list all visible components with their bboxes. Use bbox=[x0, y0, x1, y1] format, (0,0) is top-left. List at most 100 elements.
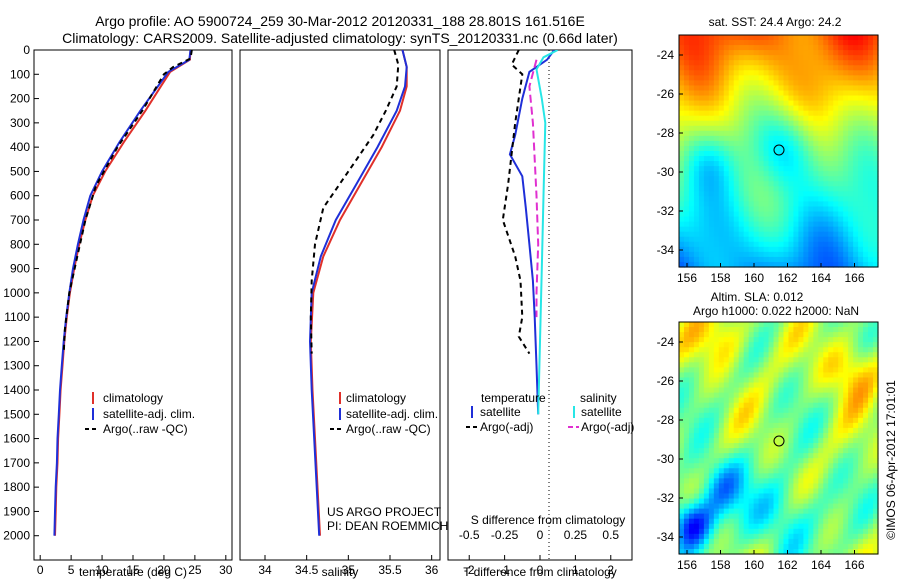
map-cell bbox=[868, 186, 874, 192]
map-cell bbox=[828, 513, 834, 520]
map-cell bbox=[713, 35, 720, 41]
map-cell bbox=[788, 367, 795, 374]
map-cell bbox=[748, 130, 755, 137]
map-cell bbox=[843, 523, 849, 530]
map-cell bbox=[718, 357, 725, 363]
map-cell bbox=[808, 463, 814, 469]
map-cell bbox=[798, 357, 804, 363]
map-cell bbox=[708, 156, 715, 162]
map-cell bbox=[838, 322, 844, 328]
map-cell bbox=[803, 548, 809, 555]
map-cell bbox=[863, 226, 869, 233]
map-cell bbox=[743, 201, 750, 208]
map-cell bbox=[748, 236, 755, 243]
map-cell bbox=[748, 65, 755, 71]
map-cell bbox=[683, 140, 690, 147]
map-cell bbox=[848, 151, 854, 157]
map-cell bbox=[753, 493, 760, 500]
map-cell bbox=[863, 362, 869, 368]
map-cell bbox=[708, 528, 715, 535]
map-cell bbox=[728, 105, 735, 112]
map-cell bbox=[688, 357, 695, 363]
map-cell bbox=[708, 100, 715, 107]
map-cell bbox=[793, 176, 799, 182]
map-cell bbox=[753, 171, 760, 177]
map-cell bbox=[833, 145, 839, 152]
map-cell bbox=[868, 70, 874, 76]
map-cell bbox=[713, 65, 720, 71]
map-cell bbox=[793, 156, 799, 162]
map-cell bbox=[778, 201, 785, 208]
map-cell bbox=[723, 337, 730, 343]
map-cell bbox=[833, 90, 839, 97]
map-cell bbox=[853, 135, 859, 142]
map-cell bbox=[828, 357, 834, 363]
map-cell bbox=[828, 488, 834, 495]
map-cell bbox=[773, 171, 780, 177]
map-cell bbox=[698, 372, 705, 379]
map-cell bbox=[763, 468, 770, 474]
map-cell bbox=[758, 80, 765, 87]
map-cell bbox=[738, 448, 745, 454]
map-cell bbox=[818, 417, 824, 424]
map-cell bbox=[813, 508, 819, 515]
map-cell bbox=[753, 513, 760, 520]
map-cell bbox=[703, 483, 710, 490]
map-cell bbox=[758, 75, 765, 81]
map-cell bbox=[763, 548, 770, 555]
map-cell bbox=[793, 438, 799, 444]
map-cell bbox=[808, 191, 814, 197]
map-cell bbox=[708, 367, 715, 374]
map-cell bbox=[698, 105, 705, 112]
map-cell bbox=[853, 75, 859, 81]
map-cell bbox=[813, 458, 819, 464]
map-cell bbox=[679, 417, 685, 424]
map-cell bbox=[733, 211, 740, 218]
map-cell bbox=[853, 473, 859, 479]
map-cell bbox=[783, 151, 790, 157]
map-cell bbox=[828, 432, 834, 439]
map-cell bbox=[798, 498, 804, 505]
map-cell bbox=[783, 211, 790, 218]
map-cell bbox=[783, 493, 790, 500]
map-cell bbox=[728, 181, 735, 187]
map-cell bbox=[868, 181, 874, 187]
map-cell bbox=[733, 352, 740, 358]
map-cell bbox=[818, 432, 824, 439]
map-cell bbox=[853, 191, 859, 197]
map-cell bbox=[813, 478, 819, 484]
map-cell bbox=[713, 367, 720, 374]
map-cell bbox=[768, 422, 775, 429]
map-cell bbox=[808, 468, 814, 474]
map-cell bbox=[853, 181, 859, 187]
map-cell bbox=[873, 322, 879, 328]
map-cell bbox=[848, 377, 854, 384]
map-cell bbox=[818, 483, 824, 490]
map-cell bbox=[683, 392, 690, 399]
map-cell bbox=[858, 498, 864, 505]
legend-header-salinity: salinity bbox=[580, 391, 617, 405]
map-cell bbox=[718, 463, 725, 469]
map-cell bbox=[828, 70, 834, 76]
map-cell bbox=[693, 352, 700, 358]
map-cell bbox=[793, 538, 799, 545]
map-cell bbox=[763, 508, 770, 515]
map-cell bbox=[873, 45, 879, 51]
map-cell bbox=[828, 151, 834, 157]
map-cell bbox=[788, 543, 795, 550]
map-cell bbox=[838, 251, 844, 258]
map-cell bbox=[743, 523, 750, 530]
map-cell bbox=[773, 432, 780, 439]
map-cell bbox=[813, 498, 819, 505]
map-cell bbox=[863, 40, 869, 46]
map-cell bbox=[703, 105, 710, 112]
map-cell bbox=[698, 503, 705, 510]
map-cell bbox=[843, 130, 849, 137]
map-cell bbox=[798, 105, 804, 112]
map-cell bbox=[683, 196, 690, 203]
map-cell bbox=[703, 453, 710, 459]
map-cell bbox=[723, 327, 730, 333]
map-cell bbox=[783, 80, 790, 87]
sla-map-lat-tick-labels: -24-26-28-30-32-34 bbox=[657, 335, 683, 544]
x-tick-label: 30 bbox=[219, 563, 233, 577]
